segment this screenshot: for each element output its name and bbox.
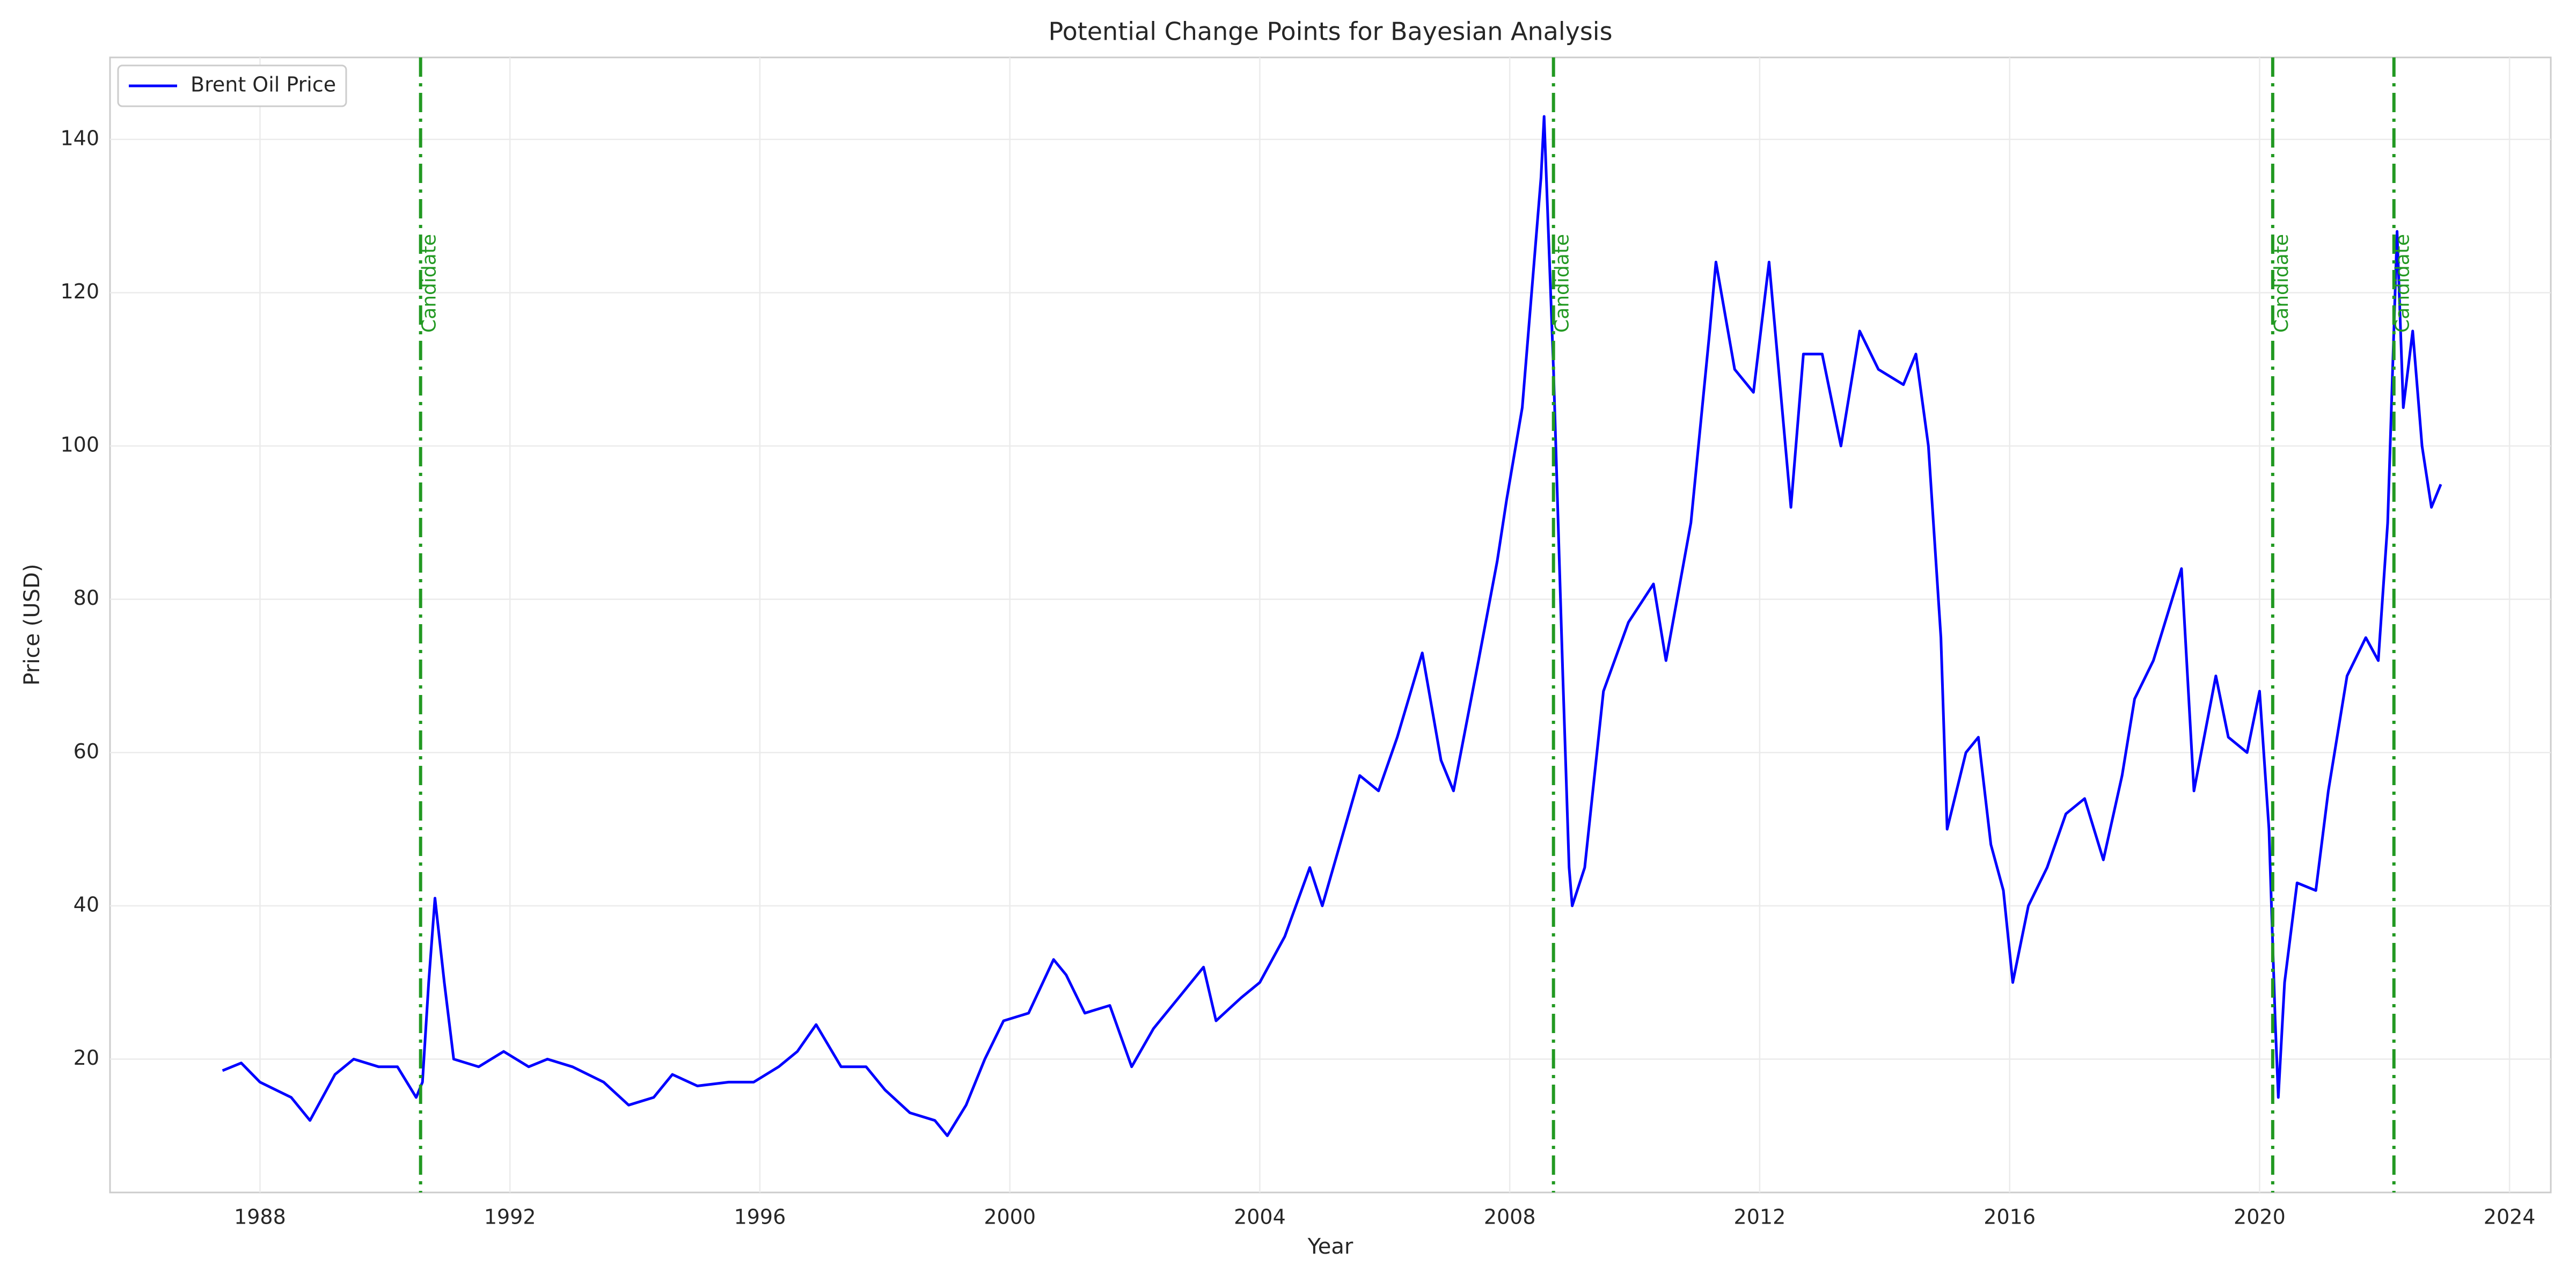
legend-box bbox=[117, 64, 347, 107]
change-point-label: Candidate bbox=[419, 234, 441, 333]
chart-title: Potential Change Points for Bayesian Ana… bbox=[1048, 17, 1612, 46]
x-tick-label: 1992 bbox=[484, 1205, 536, 1229]
y-tick-label: 20 bbox=[74, 1046, 99, 1070]
x-tick-label: 2016 bbox=[1984, 1205, 2036, 1229]
marks: Candidate Candidate Candidate Candidate bbox=[222, 57, 2442, 1192]
change-point-label: Candidate bbox=[1552, 234, 1574, 333]
x-tick-label: 2020 bbox=[2234, 1205, 2286, 1229]
legend-label: Brent Oil Price bbox=[191, 73, 336, 97]
x-tick-label: 1988 bbox=[234, 1205, 286, 1229]
y-tick-label: 100 bbox=[60, 433, 99, 457]
x-tick-label: 2024 bbox=[2484, 1205, 2536, 1229]
x-axis-label: Year bbox=[1307, 1234, 1353, 1259]
price-line bbox=[222, 115, 2442, 1137]
x-tick-label: 2008 bbox=[1484, 1205, 1536, 1229]
x-tick-label: 2000 bbox=[984, 1205, 1036, 1229]
y-tick-label: 120 bbox=[60, 280, 99, 303]
y-tick-label: 80 bbox=[74, 586, 99, 610]
x-tick-label: 1996 bbox=[734, 1205, 786, 1229]
y-axis-label: Price (USD) bbox=[20, 564, 45, 686]
change-point-label: Candidate bbox=[2392, 234, 2414, 333]
y-tick-label: 60 bbox=[74, 740, 99, 763]
legend: Brent Oil Price bbox=[117, 64, 347, 107]
y-tick-label: 40 bbox=[74, 892, 99, 916]
y-tick-label: 140 bbox=[60, 126, 99, 150]
x-tick-label: 2004 bbox=[1234, 1205, 1286, 1229]
plot-area bbox=[109, 56, 2552, 1194]
change-point-label: Candidate bbox=[2271, 234, 2293, 333]
grid: 1988 1992 1996 2000 2004 2008 2012 2016 2020 2024… bbox=[60, 57, 2551, 1229]
x-tick-label: 2012 bbox=[1734, 1205, 1786, 1229]
